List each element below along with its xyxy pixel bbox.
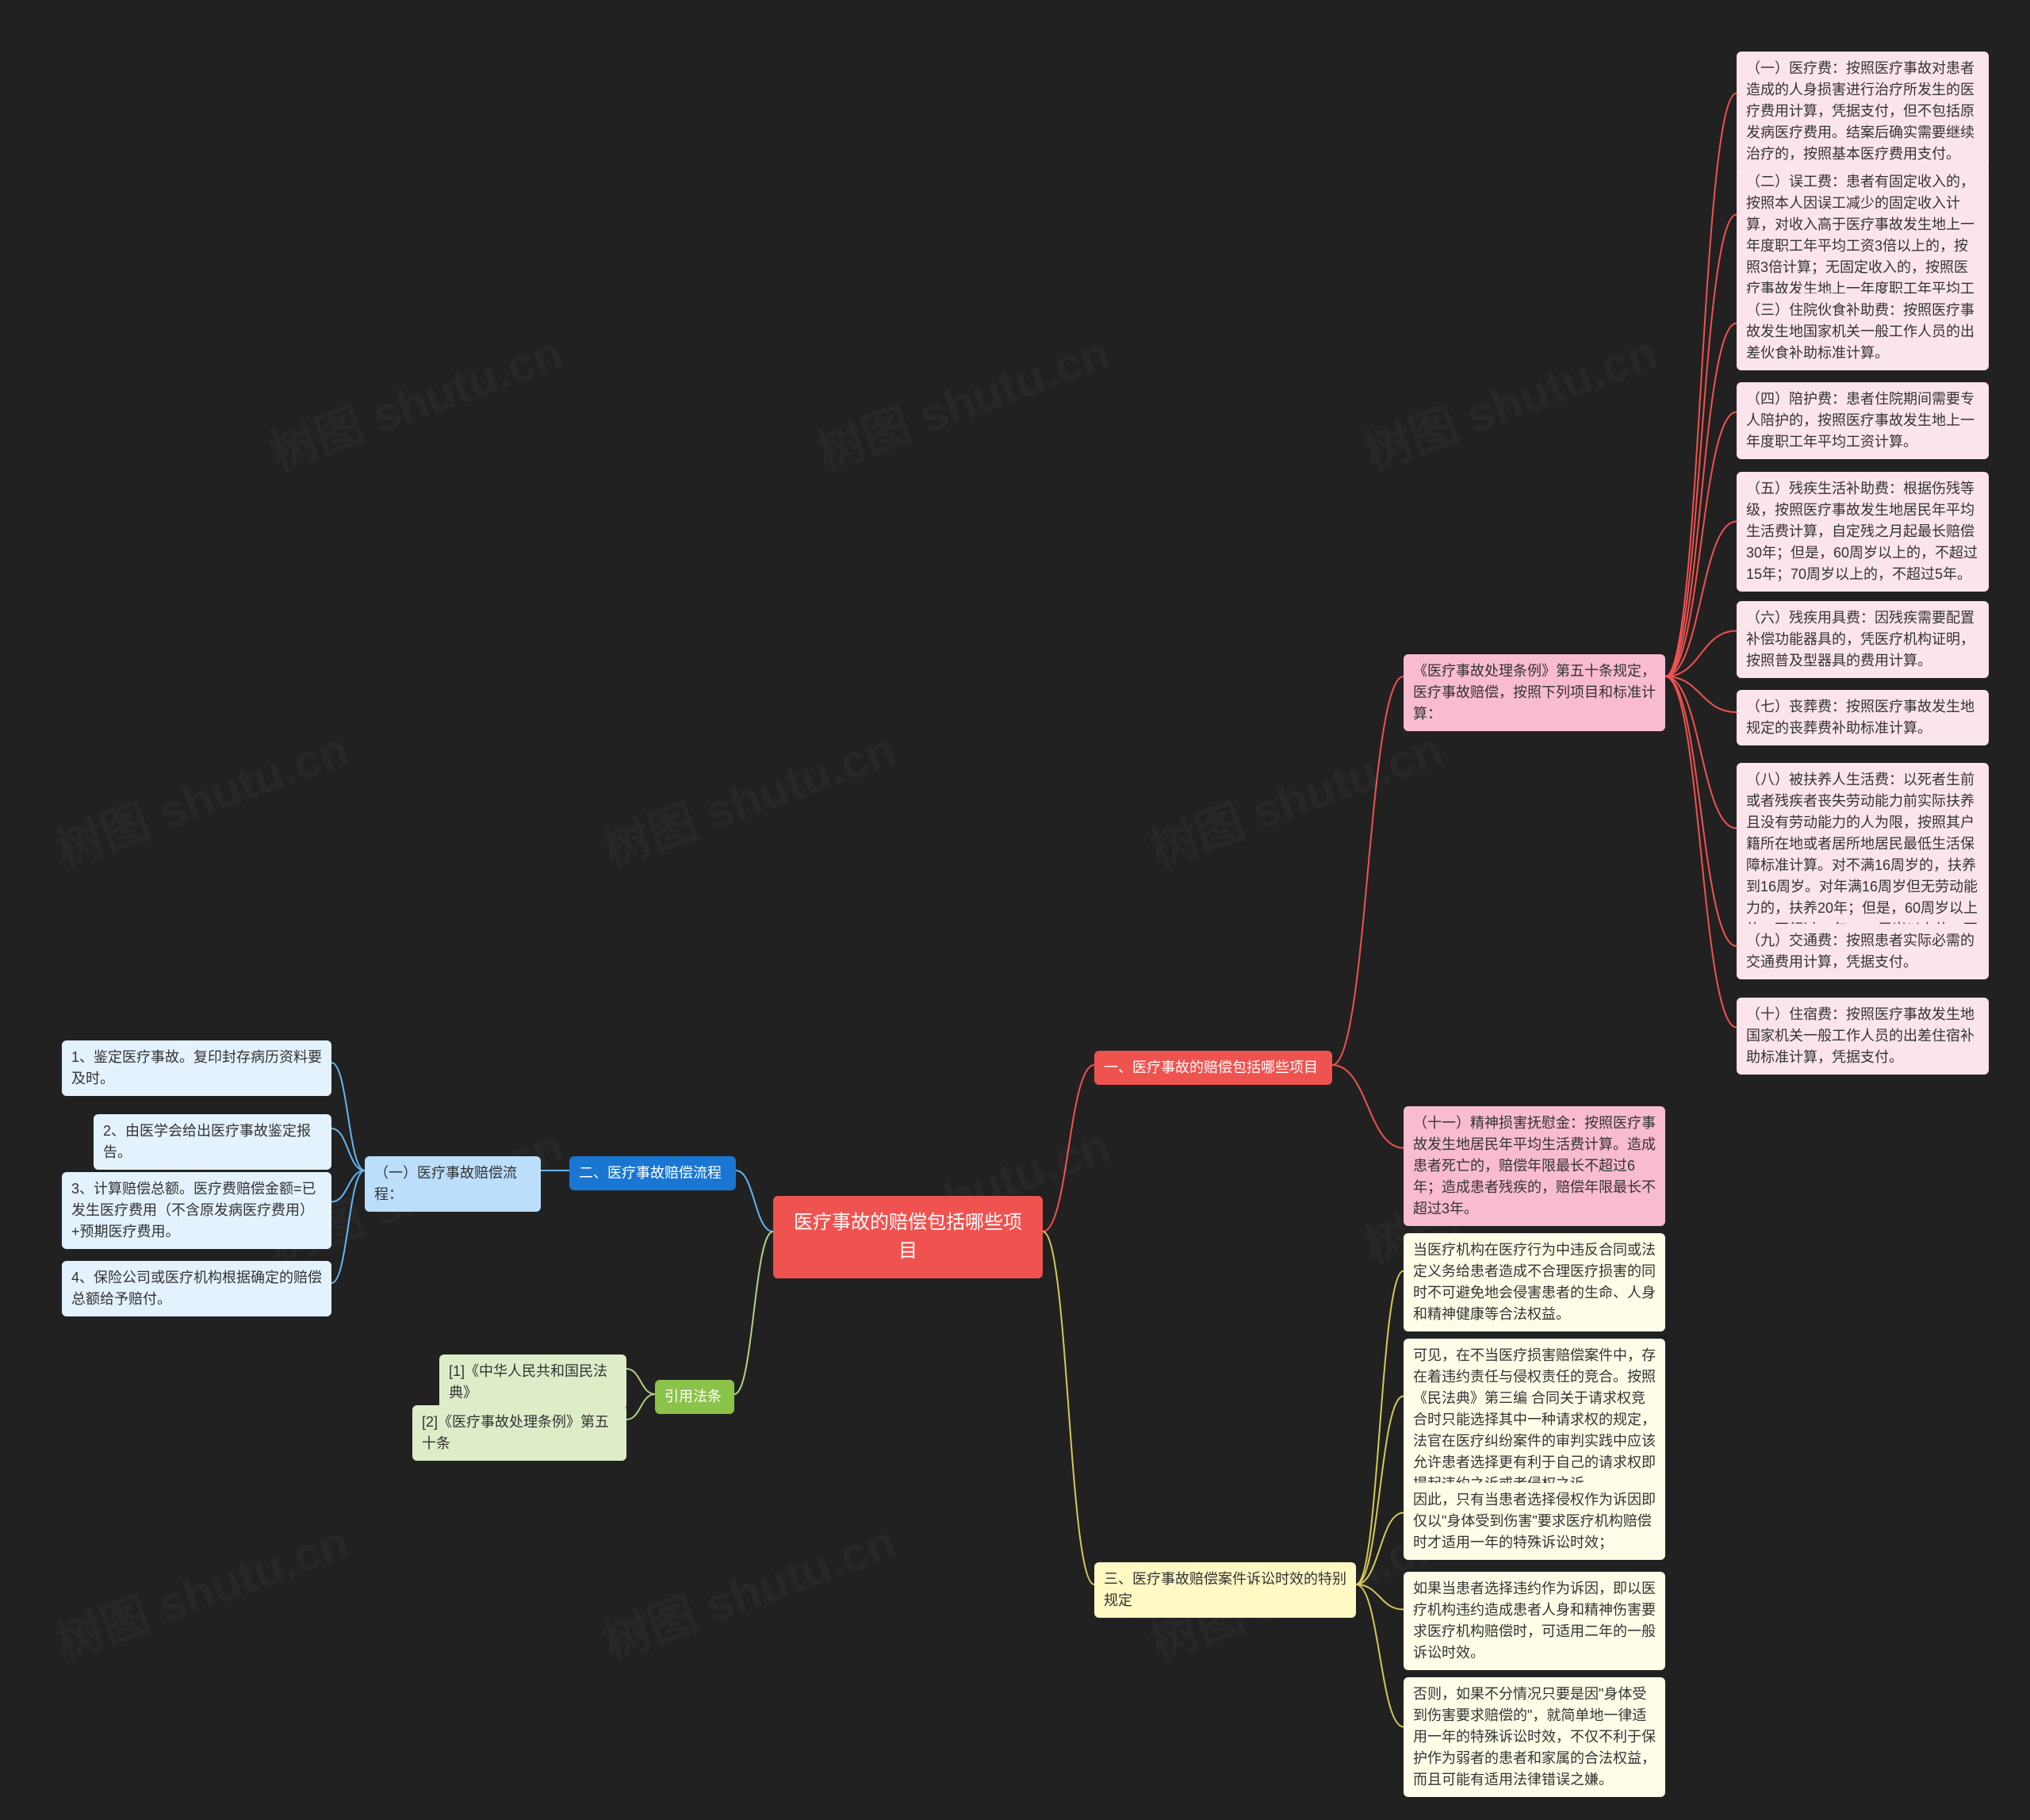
leaf-b1-0-8[interactable]: （九）交通费：按照患者实际必需的交通费用计算，凭据支付。: [1737, 924, 1989, 979]
leaf-b2-0-2[interactable]: 3、计算赔偿总额。医疗费赔偿金额=已发生医疗费用（不含原发病医疗费用）+预期医疗…: [62, 1172, 331, 1249]
node-b3-1[interactable]: 可见，在不当医疗损害赔偿案件中，存在着违约责任与侵权责任的竞合。按照《民法典》第…: [1404, 1339, 1665, 1501]
mindmap-canvas: 树图 shutu.cn 树图 shutu.cn 树图 shutu.cn 树图 s…: [0, 0, 2030, 1820]
node-b2-0[interactable]: （一）医疗事故赔偿流程：: [365, 1156, 541, 1212]
leaf-b1-0-4[interactable]: （五）残疾生活补助费：根据伤残等级，按照医疗事故发生地居民年平均生活费计算，自定…: [1737, 472, 1989, 592]
leaf-b2-0-1[interactable]: 2、由医学会给出医疗事故鉴定报告。: [94, 1114, 331, 1170]
branch-b3[interactable]: 三、医疗事故赔偿案件诉讼时效的特别规定: [1094, 1562, 1356, 1618]
node-b3-0[interactable]: 当医疗机构在医疗行为中违反合同或法定义务给患者造成不合理医疗损害的同时不可避免地…: [1404, 1233, 1665, 1331]
watermark: 树图 shutu.cn: [45, 711, 357, 880]
watermark: 树图 shutu.cn: [806, 314, 1118, 484]
node-b3-4[interactable]: 否则，如果不分情况只要是因"身体受到伤害要求赔偿的"，就简单地一律适用一年的特殊…: [1404, 1677, 1665, 1797]
watermark: 树图 shutu.cn: [592, 711, 904, 880]
node-b3-3[interactable]: 如果当患者选择违约作为诉因，即以医疗机构违约造成患者人身和精神伤害要求医疗机构赔…: [1404, 1572, 1665, 1670]
leaf-b2-0-0[interactable]: 1、鉴定医疗事故。复印封存病历资料要及时。: [62, 1040, 331, 1096]
leaf-b1-0-6[interactable]: （七）丧葬费：按照医疗事故发生地规定的丧葬费补助标准计算。: [1737, 690, 1989, 745]
watermark: 树图 shutu.cn: [45, 1504, 357, 1673]
watermark: 树图 shutu.cn: [1354, 314, 1665, 484]
node-b4-1[interactable]: [2]《医疗事故处理条例》第五十条: [412, 1405, 626, 1461]
leaf-b1-0-5[interactable]: （六）残疾用具费：因残疾需要配置补偿功能器具的，凭医疗机构证明，按照普及型器具的…: [1737, 601, 1989, 678]
node-b4-0[interactable]: [1]《中华人民共和国民法典》: [439, 1354, 626, 1410]
watermark: 树图 shutu.cn: [1139, 711, 1451, 880]
node-b1-1[interactable]: （十一）精神损害抚慰金：按照医疗事故发生地居民年平均生活费计算。造成患者死亡的，…: [1404, 1106, 1665, 1226]
watermark: 树图 shutu.cn: [259, 314, 571, 484]
root-node[interactable]: 医疗事故的赔偿包括哪些项目: [773, 1196, 1043, 1278]
watermark: 树图 shutu.cn: [592, 1504, 904, 1673]
edge-layer: [0, 0, 2030, 1820]
branch-b1[interactable]: 一、医疗事故的赔偿包括哪些项目: [1094, 1051, 1332, 1085]
node-b3-2[interactable]: 因此，只有当患者选择侵权作为诉因即仅以"身体受到伤害"要求医疗机构赔偿时才适用一…: [1404, 1483, 1665, 1560]
leaf-b1-0-2[interactable]: （三）住院伙食补助费：按照医疗事故发生地国家机关一般工作人员的出差伙食补助标准计…: [1737, 293, 1989, 370]
leaf-b1-0-9[interactable]: （十）住宿费：按照医疗事故发生地国家机关一般工作人员的出差住宿补助标准计算，凭据…: [1737, 998, 1989, 1075]
leaf-b1-0-0[interactable]: （一）医疗费：按照医疗事故对患者造成的人身损害进行治疗所发生的医疗费用计算，凭据…: [1737, 52, 1989, 171]
branch-b2[interactable]: 二、医疗事故赔偿流程: [569, 1156, 736, 1190]
branch-b4[interactable]: 引用法条: [655, 1380, 734, 1414]
node-b1-0[interactable]: 《医疗事故处理条例》第五十条规定，医疗事故赔偿，按照下列项目和标准计算：: [1404, 654, 1665, 731]
leaf-b2-0-3[interactable]: 4、保险公司或医疗机构根据确定的赔偿总额给予赔付。: [62, 1261, 331, 1316]
leaf-b1-0-3[interactable]: （四）陪护费：患者住院期间需要专人陪护的，按照医疗事故发生地上一年度职工年平均工…: [1737, 382, 1989, 459]
